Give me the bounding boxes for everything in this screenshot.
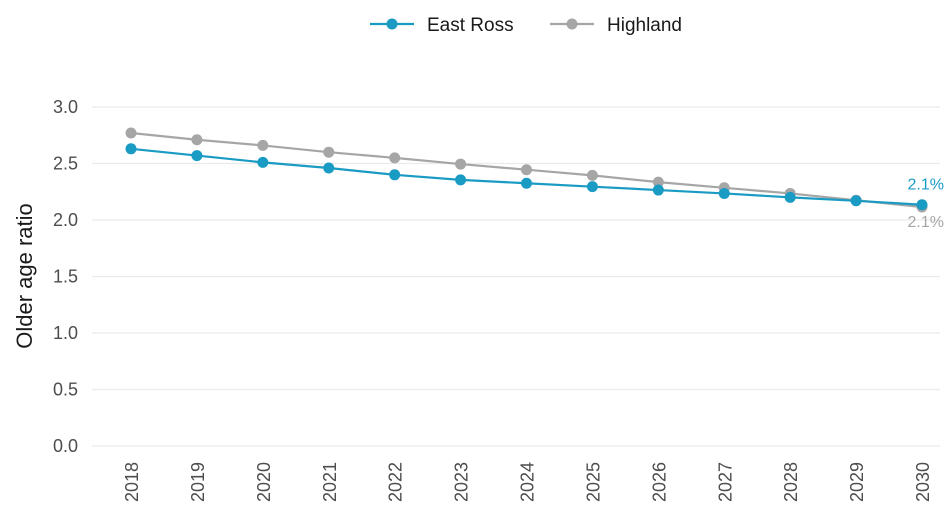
end-label-highland: 2.1%: [908, 214, 944, 231]
y-tick-label: 1.0: [53, 323, 78, 343]
data-point: [521, 164, 532, 176]
data-point: [586, 181, 598, 193]
data-point: [521, 177, 532, 189]
x-tick-label: 2021: [320, 462, 340, 502]
data-point: [191, 150, 203, 162]
y-tick-label: 0.5: [53, 380, 78, 400]
data-point: [586, 169, 598, 181]
series-layer: 2.1% 2.1%: [125, 127, 944, 231]
legend-marker: [566, 18, 578, 30]
legend: East Ross Highland: [370, 15, 682, 36]
data-point: [323, 162, 335, 174]
data-point: [389, 169, 401, 181]
series-east-ross: [125, 143, 928, 211]
x-tick-label: 2022: [386, 462, 406, 502]
data-point: [455, 174, 467, 186]
y-axis-label: Older age ratio: [12, 203, 37, 349]
y-tick-label: 2.5: [53, 154, 78, 174]
legend-item-highland: Highland: [550, 15, 682, 36]
legend-label: Highland: [607, 15, 682, 36]
x-tick-label: 2025: [583, 462, 603, 502]
x-tick-label: 2020: [254, 462, 274, 502]
data-point: [257, 139, 269, 151]
legend-label: East Ross: [427, 15, 514, 36]
x-tick-label: 2019: [188, 462, 208, 502]
y-axis-ticks: 0.0 0.5 1.0 1.5 2.0 2.5 3.0: [53, 97, 78, 456]
data-point: [718, 187, 730, 199]
end-label-east-ross: 2.1%: [908, 177, 944, 194]
x-tick-label: 2029: [847, 462, 867, 502]
x-tick-label: 2026: [649, 462, 669, 502]
y-tick-label: 1.5: [53, 267, 78, 287]
data-point: [652, 176, 664, 188]
x-axis-ticks: 2018 2019 2020 2021 2022 2023 2024 2025 2026 2027…: [122, 462, 933, 502]
y-tick-label: 0.0: [53, 436, 78, 456]
x-tick-label: 2027: [715, 462, 735, 502]
data-point: [455, 158, 467, 170]
y-tick-label: 3.0: [53, 97, 78, 117]
x-tick-label: 2028: [781, 462, 801, 502]
legend-item-east-ross: East Ross: [370, 15, 514, 36]
data-point: [389, 152, 401, 164]
data-point: [916, 199, 928, 211]
data-point: [784, 191, 796, 203]
series-highland: [125, 127, 928, 213]
x-tick-label: 2024: [518, 462, 538, 502]
y-tick-label: 2.0: [53, 210, 78, 230]
data-point: [125, 127, 137, 139]
series-line: [130, 147, 923, 206]
data-point: [323, 146, 335, 158]
x-tick-label: 2030: [913, 462, 933, 502]
data-point: [125, 143, 137, 155]
x-tick-label: 2018: [122, 462, 142, 502]
data-point: [191, 134, 203, 146]
data-point: [257, 156, 269, 168]
data-point: [652, 184, 664, 196]
legend-marker: [386, 18, 398, 30]
data-point: [850, 195, 862, 207]
gridlines: [92, 106, 940, 447]
x-tick-label: 2023: [452, 462, 472, 502]
